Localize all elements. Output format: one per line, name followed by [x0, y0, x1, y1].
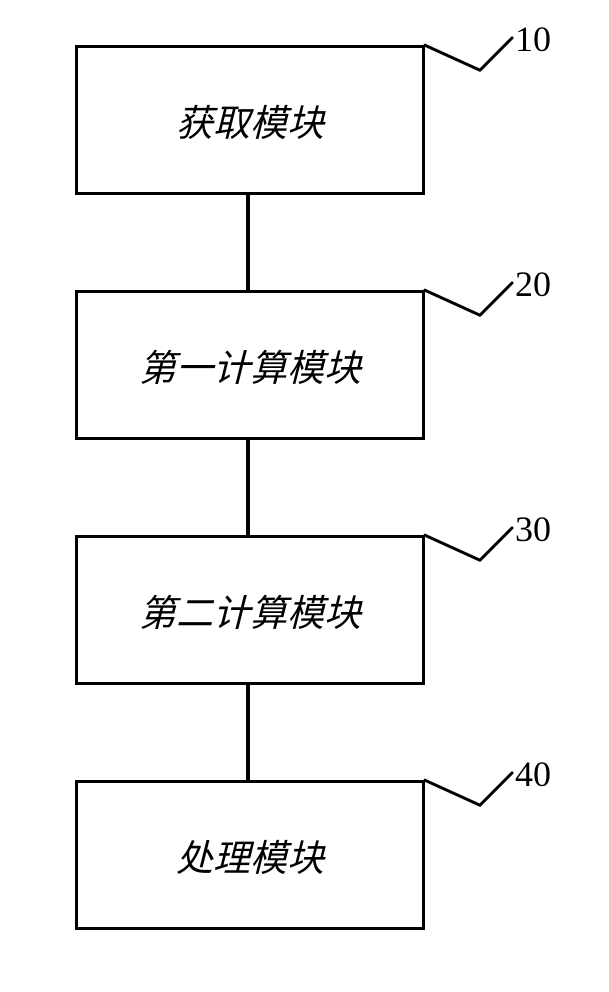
flowchart-node-label: 第一计算模块: [139, 338, 361, 392]
flowchart-node-n30: 第二计算模块: [75, 535, 425, 685]
flowchart-node-number: 40: [515, 753, 551, 795]
leader-line: [423, 36, 514, 72]
leader-line: [423, 526, 514, 562]
flowchart-node-number: 10: [515, 18, 551, 60]
flowchart-node-label: 第二计算模块: [139, 583, 361, 637]
flowchart-node-number: 20: [515, 263, 551, 305]
flowchart-node-n10: 获取模块: [75, 45, 425, 195]
flowchart-connector: [246, 685, 250, 780]
flowchart-connector: [246, 440, 250, 535]
flowchart-node-number: 30: [515, 508, 551, 550]
flowchart-connector: [246, 195, 250, 290]
flowchart-node-label: 处理模块: [176, 828, 324, 882]
flowchart-node-label: 获取模块: [176, 93, 324, 147]
flowchart-node-n20: 第一计算模块: [75, 290, 425, 440]
flowchart-canvas: { "diagram": { "type": "flowchart", "bac…: [0, 0, 609, 992]
leader-line: [423, 771, 514, 807]
flowchart-node-n40: 处理模块: [75, 780, 425, 930]
leader-line: [423, 281, 514, 317]
